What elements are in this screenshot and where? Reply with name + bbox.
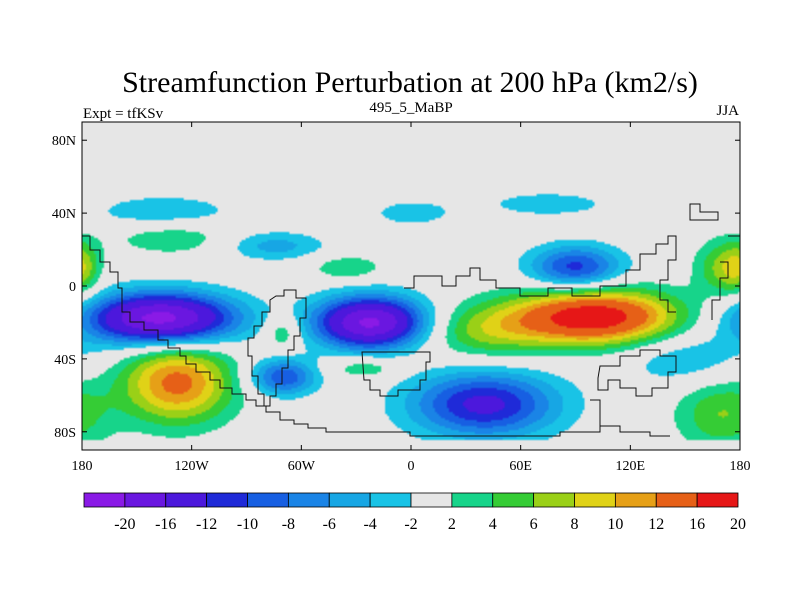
- y-tick-label: 80N: [52, 134, 76, 149]
- colorbar-label: 20: [730, 516, 746, 533]
- y-tick-label: 80S: [54, 426, 76, 441]
- coastline-south-america: [247, 289, 307, 407]
- contour-field: [82, 122, 740, 450]
- colorbar-box: [247, 492, 289, 508]
- colorbar-box: [206, 492, 248, 508]
- coastline-americas: [82, 235, 670, 437]
- colorbar-label: -2: [404, 516, 417, 533]
- x-tick-label: 120E: [616, 459, 646, 474]
- colorbar-label: -16: [155, 516, 176, 533]
- colorbar-label: -20: [114, 516, 135, 533]
- x-tick-label: 60W: [288, 459, 316, 474]
- colorbar-box: [410, 492, 453, 508]
- left-string: Expt = tfKSv: [83, 106, 164, 122]
- colorbar-box: [451, 492, 494, 508]
- colorbar-box: [492, 492, 535, 508]
- colorbar-box: [287, 492, 330, 508]
- colorbar-box: [696, 492, 739, 508]
- x-tick-label: 0: [408, 459, 415, 474]
- colorbar-box: [165, 492, 208, 508]
- colorbar-label: 4: [489, 516, 497, 533]
- x-tick-label: 60E: [509, 459, 532, 474]
- y-tick-label: 0: [69, 280, 76, 295]
- coastline-australia: [590, 349, 677, 430]
- colorbar-label: -6: [323, 516, 336, 533]
- colorbar-label: 12: [648, 516, 664, 533]
- colorbar-label: -10: [237, 516, 258, 533]
- colorbar-box: [369, 492, 412, 508]
- colorbar-box: [83, 492, 126, 508]
- colorbar-box: [574, 492, 616, 508]
- colorbar-label: -8: [282, 516, 295, 533]
- y-tick-label: 40S: [54, 353, 76, 368]
- coastline-asia-pacific: [689, 203, 740, 320]
- plot-area: [81, 121, 741, 451]
- center-string: 495_5_MaBP: [369, 100, 452, 116]
- colorbar-label: 6: [530, 516, 538, 533]
- x-tick-label: 180: [72, 459, 93, 474]
- right-string: JJA: [716, 103, 739, 119]
- x-tick-label: 180: [730, 459, 751, 474]
- colorbar-label: 16: [689, 516, 705, 533]
- colorbar: -20 -16 -12 -10 -8 -6 -4 -2 2 4 6 8 10 12 16 20: [83, 492, 746, 533]
- colorbar-box: [533, 492, 575, 508]
- colorbar-label: 8: [571, 516, 579, 533]
- colorbar-box: [124, 492, 167, 508]
- y-tick-label: 40N: [52, 207, 76, 222]
- colorbar-label: -12: [196, 516, 217, 533]
- x-axis: 180 120W 60W 0 60E 120E 180: [72, 122, 751, 474]
- x-tick-label: 120W: [175, 459, 210, 474]
- y-axis: 80N 40N 0 40S 80S: [52, 134, 740, 441]
- colorbar-label: 10: [607, 516, 623, 533]
- coastline-africa: [361, 351, 431, 397]
- coastlines: [82, 203, 740, 437]
- colorbar-box: [328, 492, 371, 508]
- colorbar-box: [614, 492, 657, 508]
- chart-title: Streamfunction Perturbation at 200 hPa (…: [122, 66, 698, 99]
- colorbar-label: 2: [448, 516, 456, 533]
- colorbar-box: [655, 492, 698, 508]
- colorbar-label: -4: [363, 516, 376, 533]
- coastline-eurasia: [404, 235, 677, 313]
